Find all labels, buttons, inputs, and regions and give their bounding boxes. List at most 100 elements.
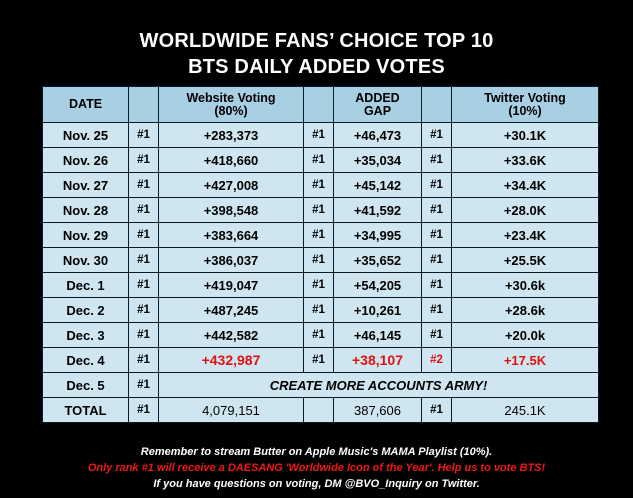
rank-header-blank [303,86,334,123]
rank-cell: #1 [128,272,159,298]
twitter-votes-cell: +28.0K [451,197,599,223]
rank-cell: #1 [421,197,452,223]
gap-cell: +38,107 [333,347,422,373]
rank-cell: #1 [303,222,334,248]
rank-cell: #1 [128,372,159,398]
gap-cell: +46,145 [333,322,422,348]
total-label: TOTAL [42,397,129,423]
title-line-2: BTS DAILY ADDED VOTES [188,56,445,78]
twitter-votes-cell: +23.4K [451,222,599,248]
rank-cell: #1 [303,322,334,348]
table-row: Nov. 28 #1 +398,548 #1 +41,592 #1 +28.0K [42,197,599,223]
rank-cell: #1 [303,197,334,223]
rank-cell: #1 [128,197,159,223]
rank-cell: #1 [421,147,452,173]
rank-header-blank [421,86,452,123]
rank-cell: #1 [303,147,334,173]
date-cell: Nov. 26 [42,147,129,173]
date-cell: Nov. 30 [42,247,129,273]
twitter-votes-cell: +33.6K [451,147,599,173]
rank-cell: #1 [421,222,452,248]
rank-cell: #1 [421,122,452,148]
website-votes-cell: +398,548 [158,197,304,223]
rank-cell: #1 [303,297,334,323]
rank-cell: #1 [128,322,159,348]
rank-cell: #1 [303,172,334,198]
website-votes-cell: +442,582 [158,322,304,348]
table-row: Nov. 30 #1 +386,037 #1 +35,652 #1 +25.5K [42,247,599,273]
rank-cell: #1 [128,247,159,273]
rank-cell: #1 [128,222,159,248]
gap-cell: +54,205 [333,272,422,298]
rank-cell: #1 [128,297,159,323]
date-header: DATE [42,86,129,123]
rank-cell: #1 [128,147,159,173]
rank-header-blank [128,86,159,123]
twitter-votes-cell: +17.5K [451,347,599,373]
table-row: Nov. 29 #1 +383,664 #1 +34,995 #1 +23.4K [42,222,599,248]
gap-cell: +35,652 [333,247,422,273]
table-row-message: Dec. 5 #1 CREATE MORE ACCOUNTS ARMY! [42,372,599,398]
gap-cell: +34,995 [333,222,422,248]
footer-line-3: If you have questions on voting, DM @BVO… [153,478,480,490]
website-votes-cell: +383,664 [158,222,304,248]
rank-cell-blank [303,397,334,423]
rank-cell: #1 [128,122,159,148]
table-row: Nov. 26 #1 +418,660 #1 +35,034 #1 +33.6K [42,147,599,173]
table-row: Nov. 25 #1 +283,373 #1 +46,473 #1 +30.1K [42,122,599,148]
rank-cell: #1 [128,397,159,423]
date-cell: Dec. 2 [42,297,129,323]
gap-cell: +35,034 [333,147,422,173]
twitter-votes-cell: +28.6k [451,297,599,323]
gap-total-cell: 387,606 [333,397,422,423]
date-cell: Dec. 5 [42,372,129,398]
title-line-1: WORLDWIDE FANS’ CHOICE TOP 10 [139,30,494,52]
twitter-votes-cell: +34.4K [451,172,599,198]
date-cell: Nov. 29 [42,222,129,248]
rank-cell: #1 [303,347,334,373]
twitter-total-cell: 245.1K [451,397,599,423]
table-row: Dec. 3 #1 +442,582 #1 +46,145 #1 +20.0k [42,322,599,348]
table-row: Dec. 1 #1 +419,047 #1 +54,205 #1 +30.6k [42,272,599,298]
twitter-votes-cell: +25.5K [451,247,599,273]
rank-cell: #1 [128,347,159,373]
gap-cell: +46,473 [333,122,422,148]
footer-line-1: Remember to stream Butter on Apple Music… [140,446,493,458]
twitter-voting-header: Twitter Voting (10%) [451,86,599,123]
table-row: Nov. 27 #1 +427,008 #1 +45,142 #1 +34.4K [42,172,599,198]
added-gap-header: ADDED GAP [333,86,422,123]
header-row: DATE Website Voting (80%) ADDED GAP Twit… [42,86,599,123]
date-cell: Dec. 3 [42,322,129,348]
message-cell: CREATE MORE ACCOUNTS ARMY! [158,372,599,398]
website-votes-cell: +386,037 [158,247,304,273]
website-votes-cell: +427,008 [158,172,304,198]
website-votes-cell: +283,373 [158,122,304,148]
website-voting-header: Website Voting (80%) [158,86,304,123]
table-row: Dec. 2 #1 +487,245 #1 +10,261 #1 +28.6k [42,297,599,323]
rank-cell: #1 [421,172,452,198]
rank-cell: #2 [421,347,452,373]
website-votes-cell: +432,987 [158,347,304,373]
twitter-votes-cell: +30.1K [451,122,599,148]
date-cell: Nov. 28 [42,197,129,223]
rank-cell: #1 [303,122,334,148]
date-cell: Dec. 1 [42,272,129,298]
rank-cell: #1 [421,297,452,323]
gap-cell: +45,142 [333,172,422,198]
votes-table: DATE Website Voting (80%) ADDED GAP Twit… [42,86,599,423]
rank-cell: #1 [303,247,334,273]
date-cell: Dec. 4 [42,347,129,373]
rank-cell: #1 [421,322,452,348]
gap-cell: +41,592 [333,197,422,223]
rank-cell: #1 [303,272,334,298]
gap-cell: +10,261 [333,297,422,323]
rank-cell: #1 [421,397,452,423]
website-votes-cell: +487,245 [158,297,304,323]
rank-cell: #1 [128,172,159,198]
website-total-cell: 4,079,151 [158,397,304,423]
table-row-highlight: Dec. 4 #1 +432,987 #1 +38,107 #2 +17.5K [42,347,599,373]
date-cell: Nov. 27 [42,172,129,198]
twitter-votes-cell: +30.6k [451,272,599,298]
rank-cell: #1 [421,272,452,298]
website-votes-cell: +418,660 [158,147,304,173]
